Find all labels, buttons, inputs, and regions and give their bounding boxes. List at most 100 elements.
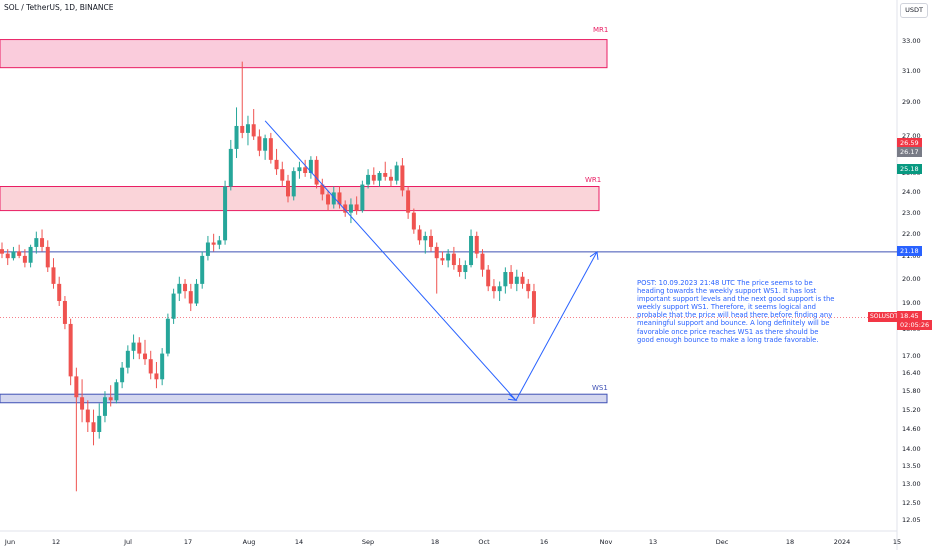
- candle-body: [406, 190, 411, 213]
- y-tick-label: 12.05: [902, 516, 921, 524]
- candle-body: [114, 382, 119, 401]
- candle-body: [411, 212, 416, 230]
- candle-body: [200, 255, 205, 284]
- y-tick-label: 14.00: [902, 444, 921, 453]
- y-tick-label: 22.00: [902, 229, 921, 238]
- candle-body: [331, 192, 336, 205]
- price-tag-26-17: 26.17: [897, 147, 922, 157]
- x-tick-label: Jun: [4, 538, 16, 546]
- y-tick-label: 24.00: [902, 188, 921, 197]
- zone-ws1: [0, 393, 608, 404]
- x-tick-label: 16: [539, 538, 549, 546]
- candle-body: [51, 267, 56, 284]
- y-tick-label: 15.20: [902, 405, 921, 414]
- candle-body: [320, 184, 325, 195]
- candle-body: [137, 342, 142, 354]
- candle-body: [400, 165, 405, 191]
- candle-body: [217, 240, 222, 245]
- y-tick-label: 14.60: [902, 424, 921, 433]
- chart-title: SOL / TetherUS, 1D, BINANCE: [4, 3, 114, 12]
- candle-body: [120, 367, 125, 383]
- candle-body: [451, 253, 456, 266]
- y-tick-label: 15.80: [902, 387, 921, 396]
- candle-body: [457, 265, 462, 273]
- candle-body: [429, 235, 433, 247]
- candle-body: [40, 238, 45, 247]
- y-tick-label: 20.00: [902, 275, 921, 284]
- candle-body: [245, 124, 250, 133]
- candle-body: [497, 286, 502, 292]
- candle-body: [366, 174, 371, 185]
- x-tick-label: 15: [892, 538, 902, 546]
- x-tick-label: 18: [430, 538, 440, 546]
- candle-body: [251, 124, 256, 137]
- candle-body: [154, 373, 159, 380]
- symbol-tag: SOLUSDT: [868, 312, 901, 322]
- candle-body: [371, 174, 376, 181]
- candle-body: [17, 251, 22, 256]
- candle-body: [434, 246, 439, 259]
- candle-body: [526, 283, 531, 292]
- candle-body: [148, 359, 153, 374]
- candle-body: [223, 186, 228, 241]
- x-tick-label: Dec: [715, 538, 729, 546]
- candle-body: [388, 176, 393, 181]
- candle-body: [263, 138, 268, 151]
- candle-body: [28, 246, 33, 263]
- candle-body: [291, 171, 296, 197]
- candle-body: [303, 167, 308, 174]
- candle-body: [188, 291, 193, 304]
- x-tick-label: Nov: [599, 538, 613, 546]
- candle-body: [34, 238, 39, 247]
- trendline: [264, 120, 517, 401]
- candle-body: [62, 300, 67, 324]
- candle-body: [491, 286, 496, 292]
- candle-body: [486, 269, 491, 287]
- currency-selector[interactable]: USDT: [900, 3, 928, 18]
- candle-body: [85, 409, 90, 423]
- countdown-tag: 02:05:26: [897, 320, 932, 330]
- price-tag-21-18: 21.18: [897, 246, 922, 256]
- current-price-tag: 18.45: [897, 311, 922, 321]
- candle-body: [417, 229, 422, 241]
- y-tick-label: 27.00: [902, 132, 921, 141]
- candle-body: [194, 283, 199, 304]
- candle-body: [463, 265, 468, 273]
- candle-body: [68, 323, 73, 377]
- candle-body: [531, 291, 536, 318]
- y-tick-label: 17.00: [902, 352, 921, 361]
- candle-body: [11, 251, 16, 259]
- candle-body: [131, 342, 136, 351]
- zone-mr1: [0, 39, 608, 69]
- candle-body: [480, 253, 485, 270]
- x-tick-label: Sep: [361, 538, 375, 546]
- y-tick-label: 13.50: [902, 461, 921, 470]
- zone-wr1: [0, 186, 600, 212]
- candle-body: [108, 397, 113, 401]
- candle-body: [171, 293, 176, 319]
- candle-body: [314, 159, 319, 185]
- y-tick-label: 29.00: [902, 98, 921, 107]
- candle-body: [308, 159, 313, 174]
- candle-body: [0, 249, 4, 254]
- candle-body: [383, 173, 388, 177]
- candle-body: [143, 353, 147, 360]
- candle-body: [177, 283, 182, 294]
- candle-body: [91, 422, 96, 432]
- candle-body: [183, 283, 188, 292]
- candle-body: [286, 180, 290, 197]
- candle-body: [240, 125, 245, 133]
- candle-body: [80, 397, 85, 410]
- candle-body: [509, 272, 514, 284]
- candle-body: [228, 148, 233, 187]
- zone-label-wr1: WR1: [585, 176, 602, 184]
- y-tick-label: 33.00: [902, 37, 921, 45]
- candle-body: [165, 318, 170, 354]
- candle-body: [160, 353, 165, 380]
- candle-body: [274, 159, 279, 170]
- price-tag-25-18: 25.18: [897, 164, 922, 174]
- candle-body: [125, 350, 130, 368]
- x-tick-label: 17: [183, 538, 193, 546]
- x-tick-label: Oct: [478, 538, 490, 546]
